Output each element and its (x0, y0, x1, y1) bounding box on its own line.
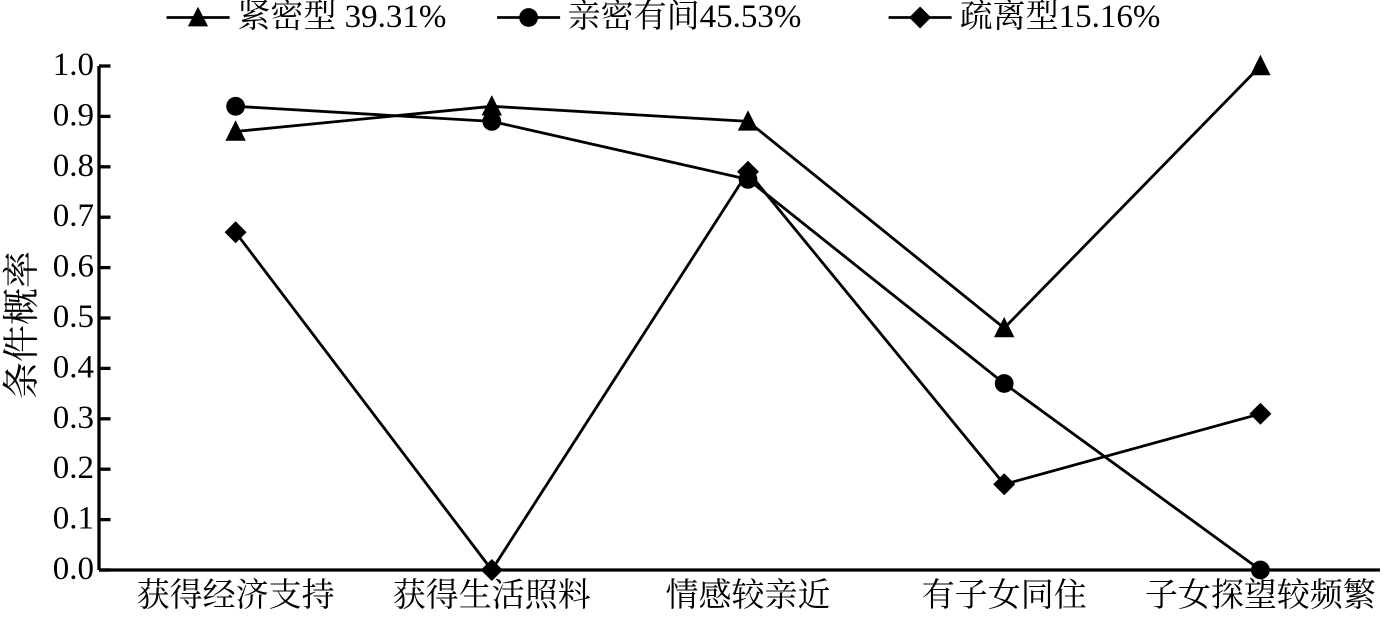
svg-text:获得经济支持: 获得经济支持 (137, 577, 335, 614)
svg-text:0.1: 0.1 (53, 501, 94, 537)
svg-text:疏离型15.16%: 疏离型15.16% (960, 0, 1161, 35)
svg-text:亲密有间45.53%: 亲密有间45.53% (568, 0, 802, 35)
svg-text:0.0: 0.0 (53, 551, 94, 587)
svg-text:0.3: 0.3 (53, 400, 94, 436)
svg-text:1.0: 1.0 (53, 47, 94, 83)
svg-text:情感较亲近: 情感较亲近 (666, 577, 831, 614)
svg-text:有子女同住: 有子女同住 (922, 577, 1087, 614)
svg-text:紧密型 39.31%: 紧密型 39.31% (237, 0, 446, 35)
svg-text:0.9: 0.9 (53, 97, 94, 133)
svg-text:0.2: 0.2 (53, 450, 94, 486)
svg-text:0.4: 0.4 (53, 349, 94, 385)
svg-text:0.7: 0.7 (53, 198, 94, 234)
svg-text:0.5: 0.5 (53, 299, 94, 335)
svg-text:子女探望较频繁: 子女探望较频繁 (1145, 577, 1376, 614)
svg-text:0.6: 0.6 (53, 249, 94, 285)
svg-text:条件概率: 条件概率 (1, 251, 43, 399)
svg-text:获得生活照料: 获得生活照料 (393, 577, 591, 614)
svg-text:0.8: 0.8 (53, 148, 94, 184)
